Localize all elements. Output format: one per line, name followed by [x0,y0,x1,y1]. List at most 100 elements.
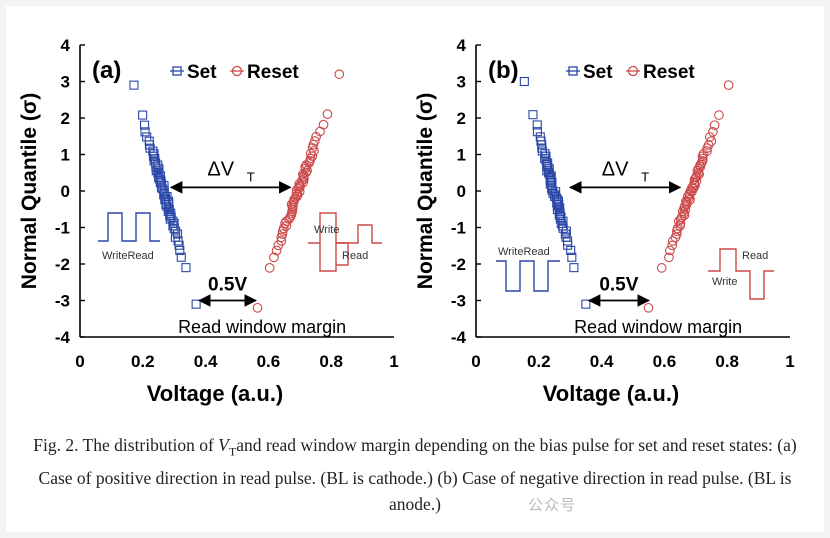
legend-set-label: Set [187,62,217,83]
reset-point [689,177,700,188]
set-point [168,221,178,231]
delta-vt-subscript: T [247,169,255,184]
set-point [567,252,577,262]
set-point [145,143,155,153]
set-point [169,223,179,233]
pulse-left-waveform [98,212,160,242]
y-tick-label: 0 [61,182,70,201]
margin-label: 0.5V [208,275,247,296]
set-point [532,127,542,137]
set-point [557,221,568,231]
reset-point [690,172,701,183]
x-tick-label: 0.4 [194,352,218,371]
reset-point [643,302,654,313]
reset-point [322,109,333,119]
legend-set-marker [568,66,578,76]
reset-point [706,136,717,147]
y-tick-label: 1 [457,146,466,165]
y-tick-label: 4 [61,36,71,55]
set-point [569,263,579,273]
pulse-right-waveform-top [308,212,349,266]
caption-prefix: Fig. 2. The distribution of [33,435,219,455]
set-point [581,299,591,309]
legend-reset-label: Reset [643,62,695,83]
legend-reset-marker [231,65,243,77]
pulse-right-bottom-label: Read [342,250,368,262]
set-point [140,127,150,137]
y-tick-label: 2 [457,109,466,128]
panel-label: (a) [92,57,121,84]
x-tick-label: 0.2 [527,352,551,371]
set-point [541,156,551,166]
pulse-right-top-label: Read [742,250,768,262]
reset-point [702,146,712,156]
reset-point [656,263,667,273]
caption-rest: and read window margin depending on the … [38,435,797,514]
y-tick-label: -1 [55,219,70,238]
reset-point [696,158,707,168]
legend-set-label: Set [583,62,613,83]
figure-card: 4 3 2 1 0 -1 -2 -3 -4 0 0.2 0.4 0.6 0.8 1 Voltage (a.u.… [6,6,824,532]
reset-point [252,302,263,313]
caption-vt-subscript: T [228,444,237,459]
x-axis-label: Voltage (a.u.) [543,381,680,406]
figure-caption: Fig. 2. The distribution of VTand read w… [18,432,812,517]
reset-point [671,229,682,239]
set-point [138,110,148,120]
x-tick-label: 1 [785,352,794,371]
y-tick-label: 1 [61,146,70,165]
set-point [566,245,576,255]
reset-point [269,252,279,263]
set-point [162,191,172,202]
y-axis-label: Normal Quantile (σ) [18,93,41,289]
reset-point [675,218,686,229]
reset-point [305,148,316,159]
reset-point [276,236,287,246]
caption-vt-symbol: V [218,435,229,455]
reset-point [264,263,275,273]
y-tick-label: 4 [457,36,467,55]
legend-set-marker [172,66,182,76]
read-window-label: Read window margin [178,317,346,337]
y-tick-label: -3 [451,292,466,311]
set-point [181,263,191,273]
reset-point [723,80,734,91]
y-tick-label: 3 [457,73,466,92]
set-point [176,252,186,262]
x-axis-label: Voltage (a.u.) [147,381,284,406]
pulse-right-waveform [708,248,774,300]
pulse-right-waveform [319,224,382,272]
set-point [175,245,185,256]
x-tick-label: 0.2 [131,352,155,371]
y-tick-label: -4 [451,328,467,347]
margin-label: 0.5V [599,275,638,296]
reset-point [309,136,320,146]
pulse-left-label: WriteRead [102,250,154,262]
reset-point [704,132,715,142]
set-point [172,229,183,239]
x-tick-label: 0 [471,352,480,371]
set-point [519,76,529,87]
set-point [535,132,545,142]
delta-vt-label: ΔV [602,158,629,180]
x-tick-label: 0.8 [319,352,343,371]
y-axis-label: Normal Quantile (σ) [414,93,437,289]
pulse-right-bottom-label: Write [712,276,737,288]
legend-reset-label: Reset [247,62,299,83]
set-point [540,149,550,159]
set-point [129,80,139,90]
reset-point [714,110,724,120]
set-point [170,232,180,242]
set-point [191,299,201,309]
reset-point [318,119,329,130]
legend-reset-marker [627,65,639,77]
panel-label: (b) [488,57,519,84]
delta-vt-label: ΔV [207,158,234,180]
reset-point [708,127,718,137]
reset-point [664,252,674,263]
y-tick-label: 3 [61,73,70,92]
set-point [532,120,542,130]
reset-point [307,143,318,153]
